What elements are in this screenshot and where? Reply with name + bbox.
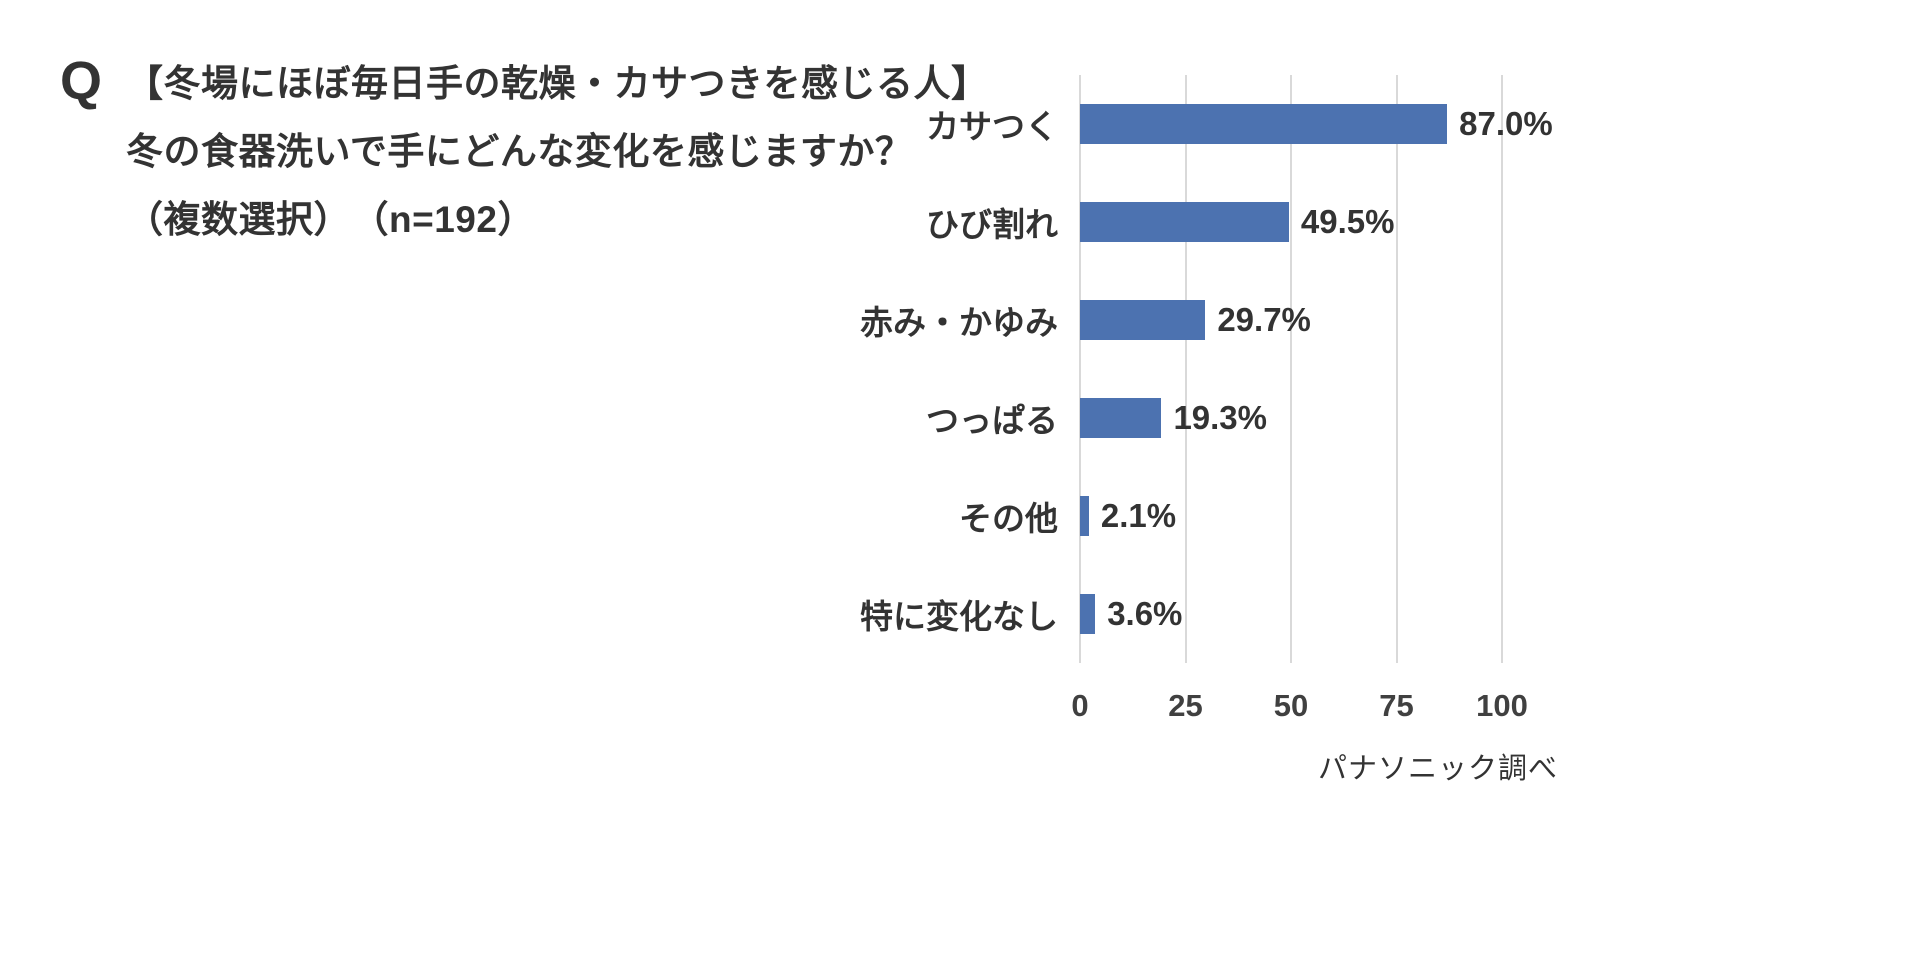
- category-label: つっぱる: [926, 402, 1058, 439]
- value-label: 2.1%: [1100, 497, 1177, 534]
- bar: [1080, 496, 1089, 536]
- category-label: 赤み・かゆみ: [860, 304, 1058, 341]
- x-axis: 0 25 50 75 100: [1071, 688, 1527, 730]
- bar: [1080, 594, 1096, 634]
- x-tick-label: 25: [1168, 688, 1203, 723]
- category-label: カサつく: [926, 108, 1058, 145]
- x-tick-label: 75: [1379, 688, 1414, 723]
- plot-area: カサつく 87.0% ひび割れ 49.5% 赤み・かゆみ 29.7% つっぱる …: [860, 75, 1553, 663]
- chart-row: ひび割れ 49.5%: [926, 173, 1502, 271]
- gridline: [1290, 75, 1292, 663]
- gridline: [1079, 75, 1081, 663]
- bar: [1080, 300, 1206, 340]
- x-tick-label: 0: [1071, 688, 1089, 723]
- value-label: 29.7%: [1217, 301, 1311, 338]
- chart-title-line-2: 冬の食器洗いで手にどんな変化を感じますか？: [126, 131, 913, 172]
- value-label: 49.5%: [1300, 203, 1395, 240]
- x-tick-label: 50: [1273, 688, 1309, 723]
- bar: [1080, 202, 1289, 242]
- gridline: [1184, 75, 1187, 663]
- chart-row: カサつく 87.0%: [926, 75, 1553, 173]
- value-label: 87.0%: [1459, 105, 1553, 142]
- gridline: [1395, 75, 1398, 663]
- value-label: 19.3%: [1173, 399, 1268, 436]
- chart-row: つっぱる 19.3%: [926, 369, 1502, 467]
- plot-rows: カサつく 87.0% ひび割れ 49.5% 赤み・かゆみ 29.7% つっぱる …: [860, 75, 1553, 663]
- value-label: 3.6%: [1107, 595, 1183, 632]
- category-label: その他: [959, 500, 1058, 537]
- bar: [1080, 398, 1162, 438]
- x-tick-label: 100: [1476, 688, 1528, 723]
- category-label: 特に変化なし: [860, 598, 1058, 635]
- bar: [1080, 104, 1448, 144]
- chart-title: 【冬場にほぼ毎日手の乾燥・カサつきを感じる人】 冬の食器洗いで手にどんな変化を感…: [126, 50, 989, 254]
- gridline: [1501, 75, 1503, 663]
- category-label: ひび割れ: [926, 206, 1058, 243]
- chart-row: 特に変化なし 3.6%: [860, 565, 1502, 663]
- source-note: パナソニック調べ: [1317, 753, 1558, 785]
- chart-row: その他 2.1%: [959, 467, 1502, 565]
- chart-title-line-3: （複数選択） （n=192）: [126, 199, 535, 240]
- chart-title-line-1: 【冬場にほぼ毎日手の乾燥・カサつきを感じる人】: [126, 63, 989, 104]
- question-mark-label: Q: [60, 51, 103, 111]
- chart-row: 赤み・かゆみ 29.7%: [860, 271, 1502, 369]
- chart-title-block: Q 【冬場にほぼ毎日手の乾燥・カサつきを感じる人】 冬の食器洗いで手にどんな変化…: [60, 50, 989, 254]
